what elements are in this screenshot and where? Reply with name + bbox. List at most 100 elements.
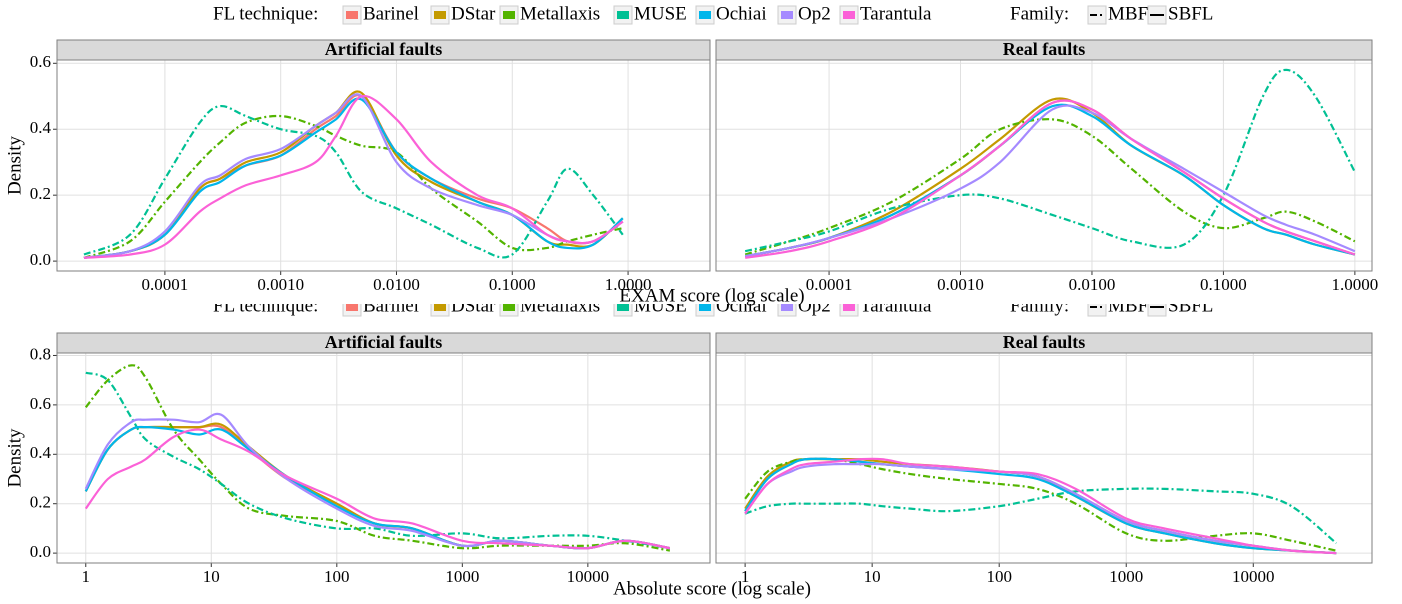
legend-swatch [617,11,629,19]
legend-title: FL technique: [213,295,318,316]
legend-label: Op2 [798,3,831,24]
legend-label: SBFL [1168,295,1213,316]
panel-border [715,352,1373,564]
density-line [744,104,1356,258]
legend-label: SBFL [1168,3,1213,24]
legend-label: Barinel [363,295,419,316]
panel-border [56,59,711,272]
x-tick-label: 10000 [567,567,610,586]
x-tick-label: 0.0010 [937,275,984,294]
legend-swatch [617,304,629,311]
density-line [744,457,1337,555]
legend-label: MUSE [634,3,687,24]
x-tick-label: 100 [986,567,1012,586]
x-tick-label: 10000 [1232,567,1275,586]
density-line [745,99,1356,259]
legend-label: Tarantula [860,295,932,316]
x-axis-label: EXAM score (log scale) [619,285,804,306]
legend-swatch [843,304,855,311]
legend-label: MBFL [1108,295,1160,316]
x-tick-label: 0.0001 [142,275,189,294]
panel-title: Artificial faults [325,39,442,59]
legend-swatch [346,11,358,19]
density-line [744,68,1356,253]
x-tick-label: 0.0100 [1069,275,1116,294]
y-tick-label: 0.8 [30,344,51,363]
density-line [744,457,1337,555]
y-tick-label: 0.6 [30,394,51,413]
density-line [83,94,624,259]
legend-label: Ochiai [716,295,767,316]
density-line [83,114,624,259]
density-line [85,371,671,550]
legend: FL technique: Barinel DStar Metallaxis MUSE O… [213,295,1213,317]
plot-area [716,60,1372,271]
legend-swatch [434,11,446,19]
y-tick-label: 0.0 [30,542,51,561]
legend-family-title: Family: [1010,3,1069,24]
y-tick-label: 0.6 [30,52,51,71]
y-tick-label: 0.4 [30,443,52,462]
series-group [744,457,1337,555]
legend-family-title: Family: [1010,295,1069,316]
y-axis-label: Density [4,135,25,195]
density-line [83,97,624,259]
legend-swatch [699,304,711,311]
x-tick-label: 100 [324,567,350,586]
density-line [83,105,624,259]
x-tick-label: 1 [741,567,750,586]
series-group [84,364,671,552]
density-line [84,428,671,550]
x-tick-label: 1.0000 [605,275,652,294]
panel-title: Artificial faults [325,332,442,352]
x-tick-label: 10 [864,567,881,586]
legend-swatch [843,11,855,19]
density-line [744,118,1356,256]
x-tick-label: 10 [203,567,220,586]
legend-label: Metallaxis [520,3,600,24]
density-line [744,457,1337,552]
y-tick-label: 0.2 [30,493,51,512]
x-tick-label: 0.0001 [806,275,853,294]
legend-swatch [781,11,793,19]
panel-title: Real faults [1003,39,1086,59]
x-tick-label: 1.0000 [1331,275,1378,294]
legend-label: Metallaxis [520,295,600,316]
legend: FL technique: Barinel DStar Metallaxis MUSE O… [213,3,1213,25]
x-tick-label: 0.0010 [257,275,304,294]
legend-label: Ochiai [716,3,767,24]
y-tick-label: 0.4 [30,118,52,137]
x-tick-label: 0.1000 [1200,275,1247,294]
legend-swatch [346,304,358,311]
panel-border [56,352,711,564]
x-tick-label: 1000 [1109,567,1143,586]
panel-title: Real faults [1003,332,1086,352]
panel-border [715,59,1373,272]
x-tick-label: 1000 [445,567,479,586]
legend-title: FL technique: [213,3,318,24]
legend-label: Tarantula [860,3,932,24]
legend-label: Barinel [363,3,419,24]
legend-label: MUSE [634,295,687,316]
legend-swatch [434,304,446,311]
y-axis-label: Density [4,428,25,488]
x-tick-label: 1 [82,567,91,586]
x-tick-label: 0.1000 [489,275,536,294]
density-line [744,487,1337,545]
y-tick-label: 0.2 [30,184,51,203]
legend-swatch [503,304,515,311]
legend-label: Op2 [798,295,831,316]
x-tick-label: 0.0100 [373,275,420,294]
legend-swatch [781,304,793,311]
y-tick-label: 0.0 [30,250,51,269]
series-group [744,68,1356,259]
x-axis-label: Absolute score (log scale) [613,578,811,599]
legend-label: DStar [451,3,496,24]
legend-swatch [699,11,711,19]
legend-label: DStar [451,295,496,316]
series-group [83,90,624,259]
plot-area [57,353,710,563]
legend-swatch [503,11,515,19]
legend-label: MBFL [1108,3,1160,24]
